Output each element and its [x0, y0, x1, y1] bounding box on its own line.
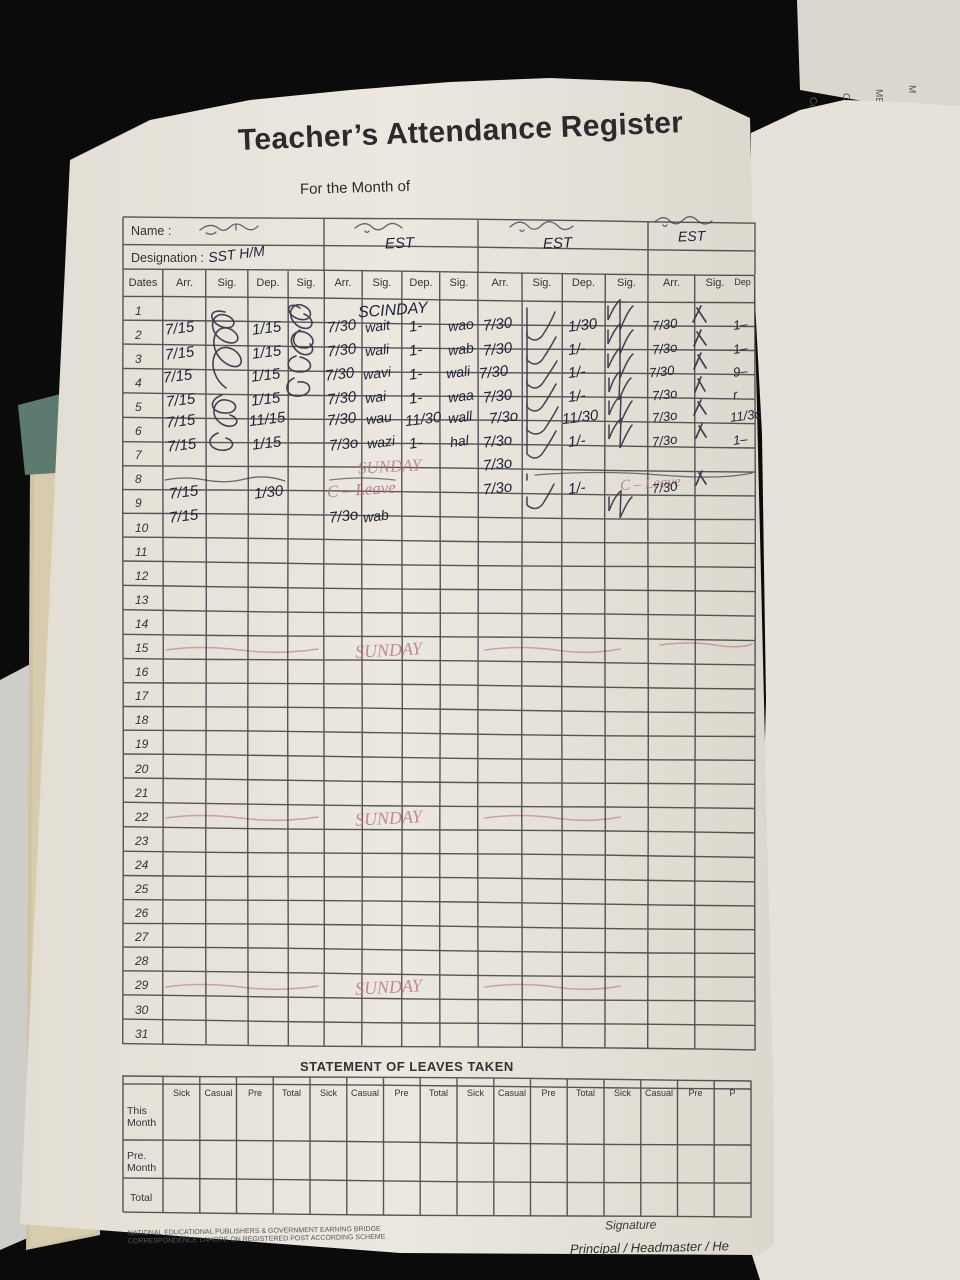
svg-text:M: M: [906, 85, 917, 93]
